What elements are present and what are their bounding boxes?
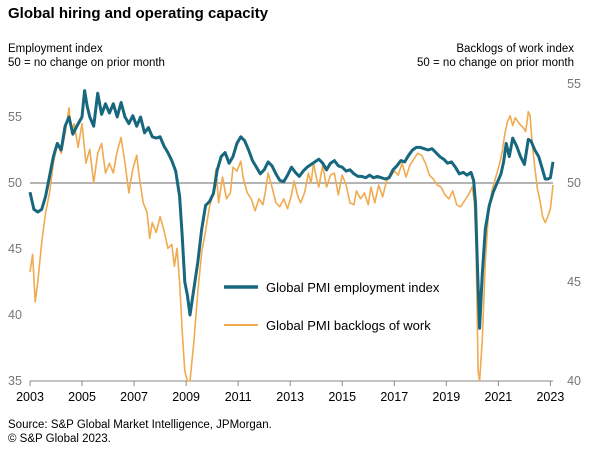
copyright-line: © S&P Global 2023. — [8, 433, 111, 445]
x-tick-label: 2013 — [276, 390, 304, 404]
left-tick-label: 50 — [8, 176, 22, 190]
legend-label-backlogs: Global PMI backlogs of work — [266, 318, 431, 333]
backlogs-series-line — [29, 107, 554, 382]
legend-label-employment: Global PMI employment index — [266, 280, 440, 295]
employment-index-series-line — [28, 89, 555, 330]
x-tick-label: 2019 — [432, 390, 460, 404]
source-note: Source: S&P Global Market Intelligence, … — [8, 418, 272, 446]
x-tick-label: 2011 — [225, 390, 252, 404]
x-tick-label: 2003 — [16, 390, 44, 404]
x-tick-label: 2023 — [536, 390, 564, 404]
left-axis-label-line2: 50 = no change on prior month — [8, 57, 165, 69]
left-tick-label: 40 — [8, 308, 22, 322]
x-tick-label: 2009 — [172, 390, 200, 404]
right-tick-label: 45 — [567, 275, 581, 289]
right-tick-label: 50 — [567, 176, 581, 190]
x-tick-label: 2021 — [484, 390, 512, 404]
x-tick-label: 2015 — [328, 390, 356, 404]
x-tick-label: 2005 — [68, 390, 96, 404]
left-axis-label: Employment index 50 = no change on prior… — [8, 42, 165, 70]
chart-title: Global hiring and operating capacity — [8, 5, 269, 22]
right-axis-label-line1: Backlogs of work index — [456, 43, 574, 55]
x-tick-label: 2017 — [380, 390, 408, 404]
right-axis-label-line2: 50 = no change on prior month — [417, 57, 574, 69]
left-tick-label: 35 — [8, 374, 22, 388]
right-tick-label: 55 — [567, 77, 581, 91]
left-tick-label: 45 — [8, 242, 22, 256]
right-axis-label: Backlogs of work index 50 = no change on… — [417, 42, 574, 70]
source-line: Source: S&P Global Market Intelligence, … — [8, 419, 272, 431]
x-tick-label: 2007 — [120, 390, 148, 404]
right-tick-label: 40 — [567, 374, 581, 388]
left-axis-label-line1: Employment index — [8, 43, 103, 55]
left-tick-label: 55 — [8, 110, 22, 124]
